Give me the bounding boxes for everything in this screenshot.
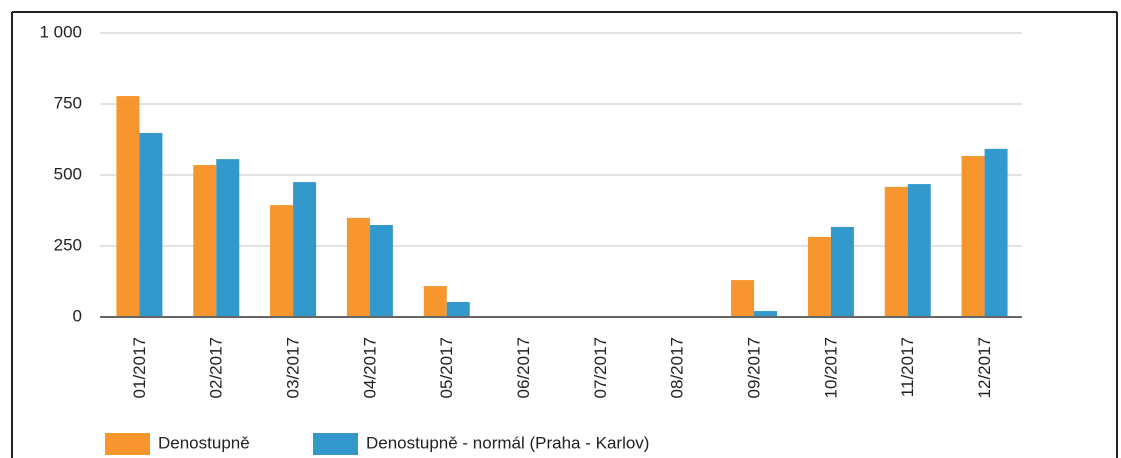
bar <box>369 224 393 317</box>
x-tick-label: 05/2017 <box>437 337 456 398</box>
bar <box>293 182 317 317</box>
legend-swatch <box>105 433 150 455</box>
y-tick-label: 500 <box>54 164 82 183</box>
bar <box>270 205 294 317</box>
bar <box>423 286 447 317</box>
x-tick-label: 10/2017 <box>821 337 840 398</box>
y-tick-label: 250 <box>54 235 82 254</box>
y-tick-label: 0 <box>73 306 82 325</box>
x-tick-label: 06/2017 <box>514 337 533 398</box>
bar <box>754 311 778 317</box>
x-tick-label: 04/2017 <box>360 337 379 398</box>
bar <box>731 280 755 317</box>
legend-label: Denostupně - normál (Praha - Karlov) <box>366 433 649 452</box>
x-tick-label: 08/2017 <box>668 337 687 398</box>
bar <box>984 148 1008 317</box>
x-tick-label: 09/2017 <box>745 337 764 398</box>
x-tick-label: 02/2017 <box>207 337 226 398</box>
x-tick-label: 03/2017 <box>284 337 303 398</box>
bar <box>216 159 240 317</box>
bar <box>907 184 931 317</box>
x-tick-label: 07/2017 <box>591 337 610 398</box>
x-tick-label: 11/2017 <box>898 337 917 397</box>
bar <box>884 186 908 317</box>
bar <box>139 132 163 317</box>
y-tick-label: 1 000 <box>39 22 82 41</box>
bar <box>346 217 370 317</box>
bar <box>193 165 217 317</box>
bar <box>961 155 985 317</box>
legend-label: Denostupně <box>158 433 250 452</box>
legend-swatch <box>313 433 358 455</box>
x-tick-label: 01/2017 <box>130 337 149 398</box>
bar <box>446 301 470 317</box>
bar <box>116 96 140 317</box>
x-tick-label: 12/2017 <box>975 337 994 398</box>
bar <box>830 226 854 317</box>
y-tick-label: 750 <box>54 93 82 112</box>
bar <box>807 236 831 317</box>
